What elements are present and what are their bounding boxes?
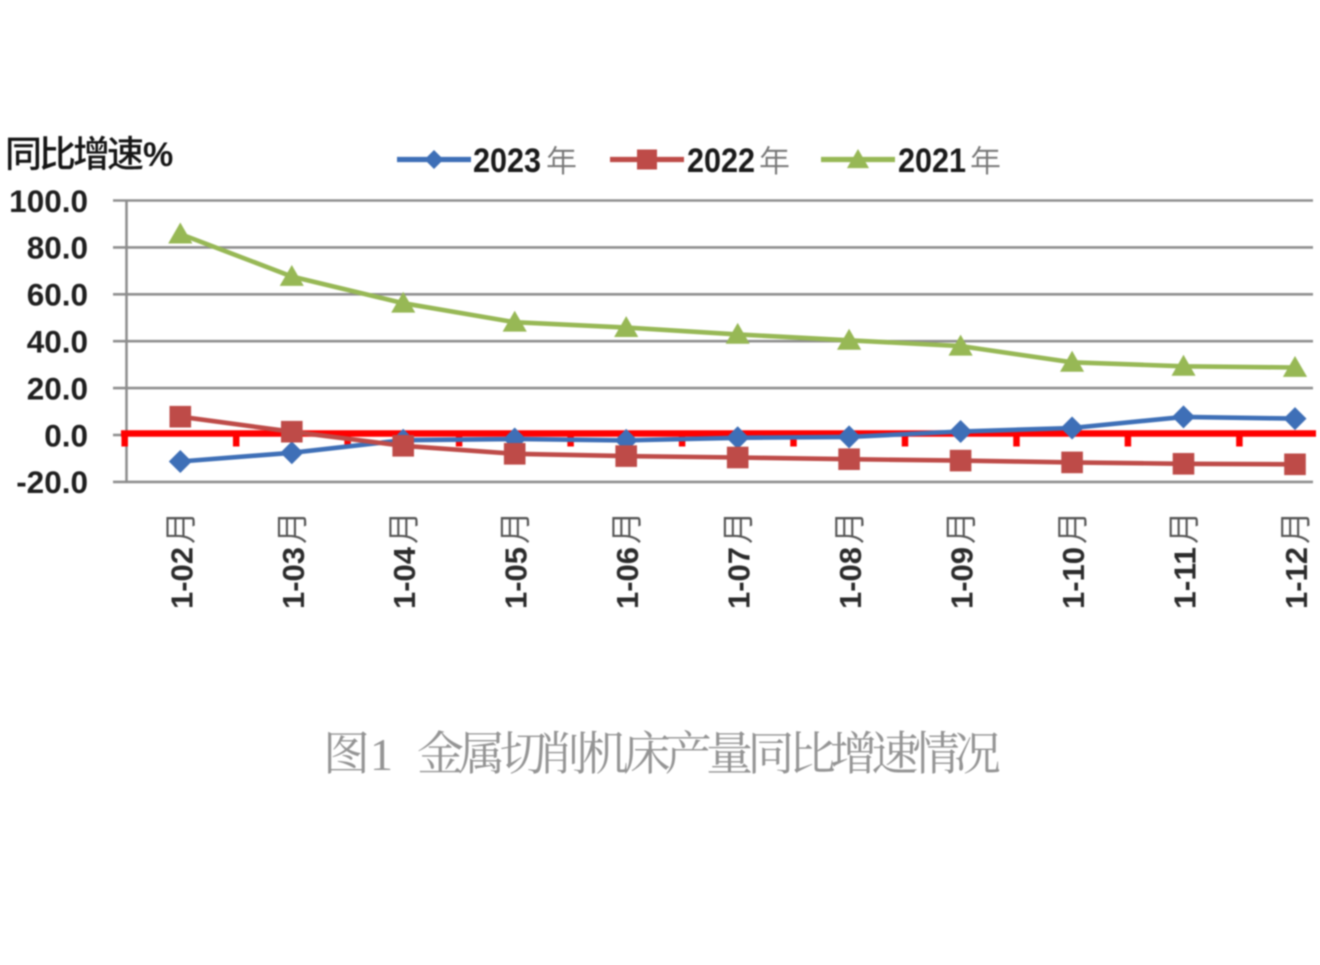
svg-text:0.0: 0.0 <box>44 417 88 453</box>
svg-text:20.0: 20.0 <box>27 370 88 406</box>
svg-text:1-09: 1-09 <box>945 547 980 609</box>
svg-text:1: 1 <box>370 729 393 780</box>
svg-text:2022: 2022 <box>687 142 755 180</box>
svg-text:1-11: 1-11 <box>1168 547 1203 609</box>
svg-text:1-12: 1-12 <box>1279 547 1314 609</box>
svg-text:1-03: 1-03 <box>276 547 311 609</box>
svg-text:-20.0: -20.0 <box>16 464 88 500</box>
svg-text:1-07: 1-07 <box>722 547 757 609</box>
svg-text:1-02: 1-02 <box>164 547 199 609</box>
svg-text:2023: 2023 <box>473 142 541 180</box>
svg-text:60.0: 60.0 <box>27 277 88 313</box>
svg-text:%: % <box>143 136 173 174</box>
svg-text:1-08: 1-08 <box>833 547 868 609</box>
svg-text:80.0: 80.0 <box>27 230 88 266</box>
svg-text:1-05: 1-05 <box>499 547 534 609</box>
svg-text:1-04: 1-04 <box>387 546 422 609</box>
svg-text:2021: 2021 <box>898 142 966 180</box>
svg-text:40.0: 40.0 <box>27 324 88 360</box>
svg-text:1-06: 1-06 <box>610 547 645 609</box>
svg-text:100.0: 100.0 <box>9 183 88 219</box>
svg-text:1-10: 1-10 <box>1056 547 1091 609</box>
